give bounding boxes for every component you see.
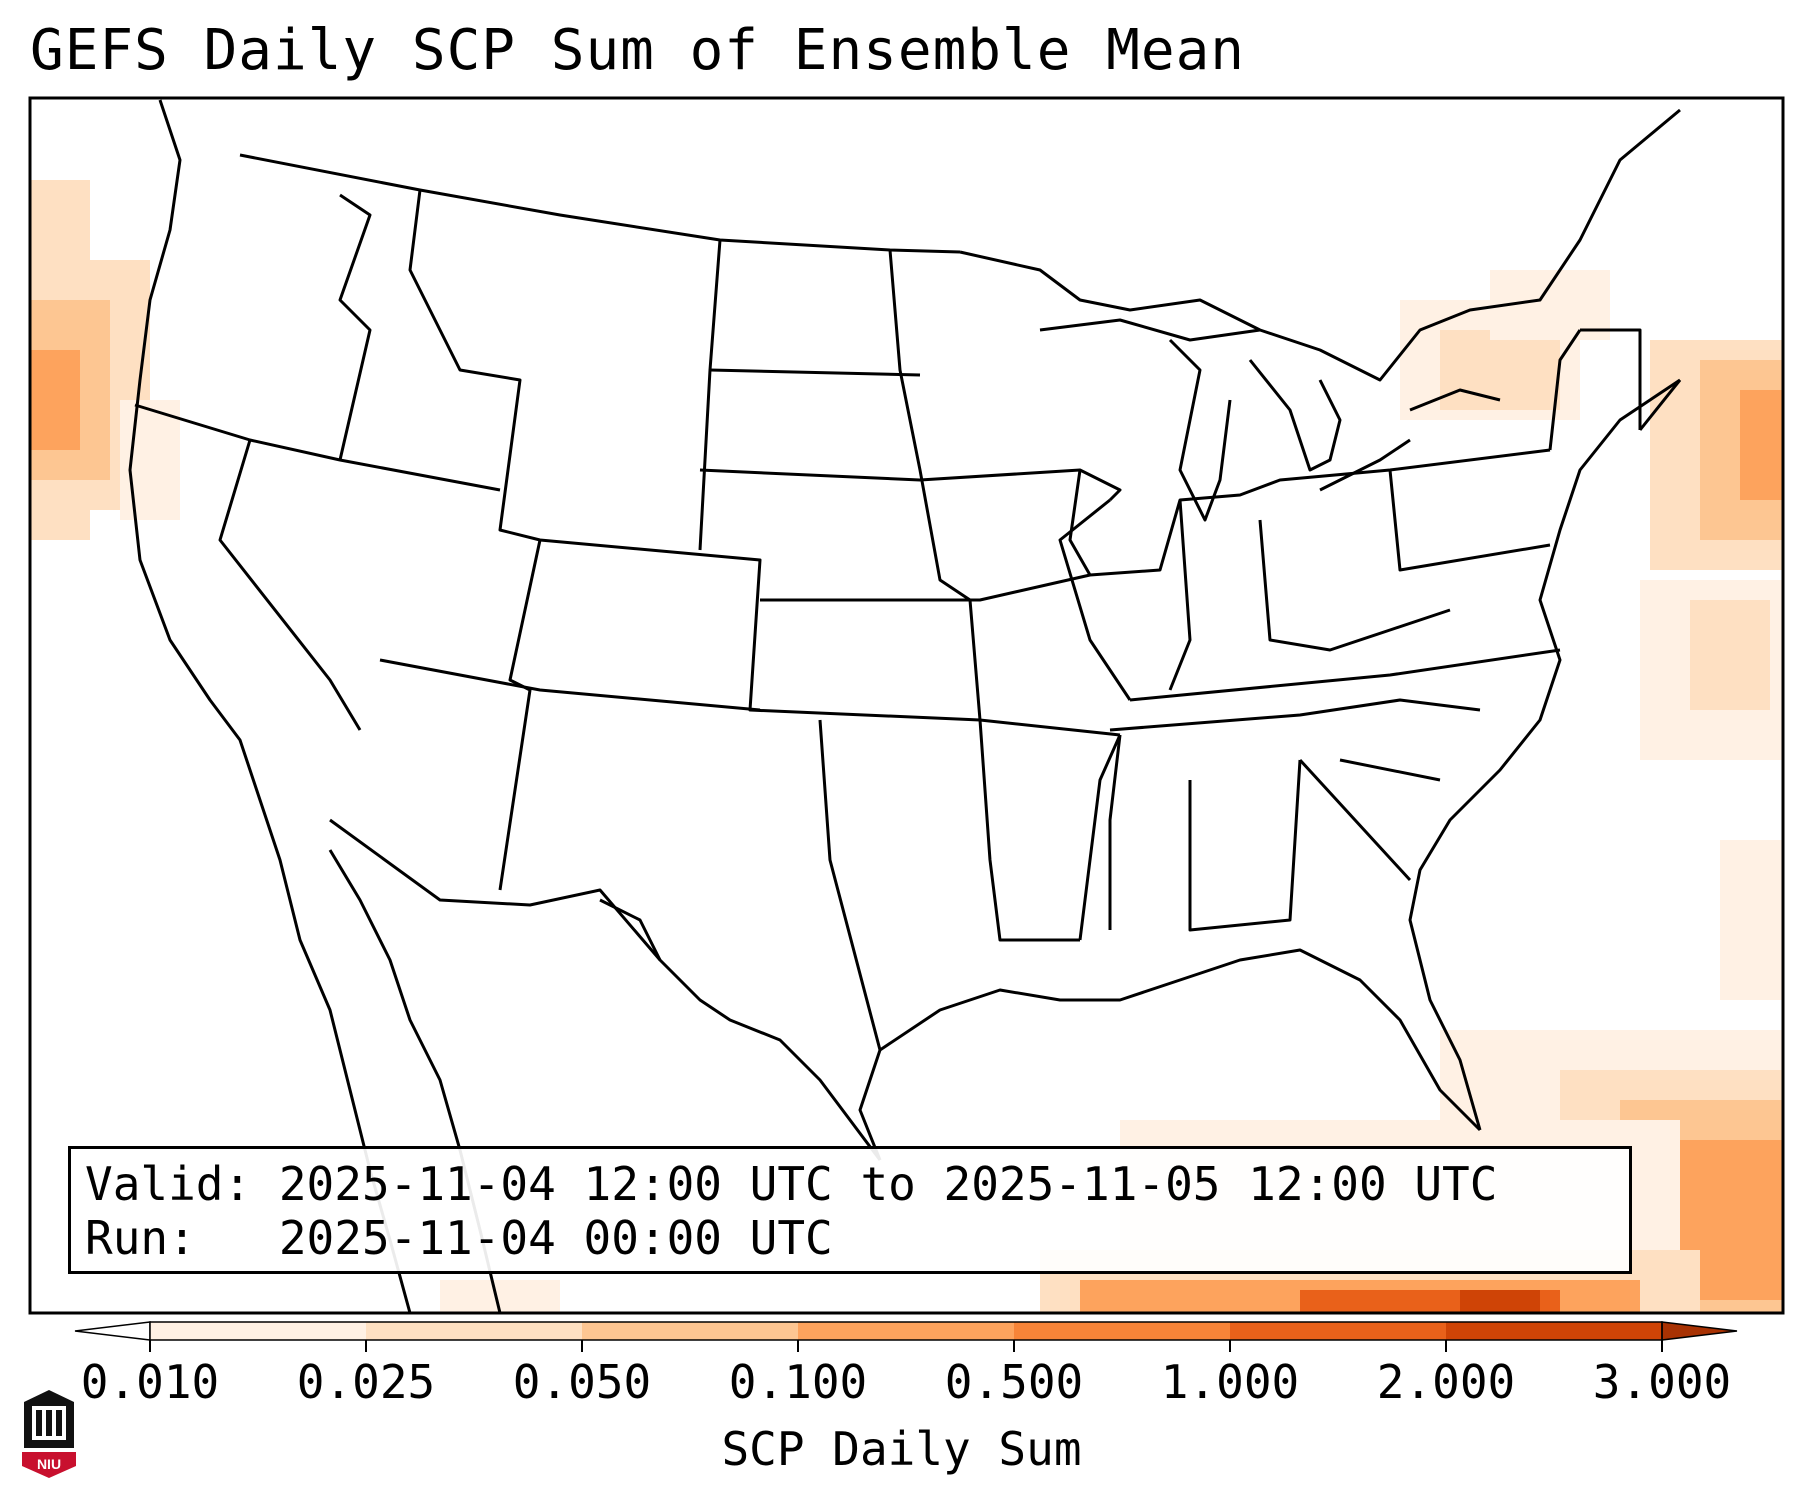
colorbar-tick-label: 0.050 — [512, 1355, 652, 1409]
valid-line: Valid: 2025-11-04 12:00 UTC to 2025-11-0… — [85, 1157, 1498, 1211]
colorbar-outline — [149, 1321, 1663, 1341]
colorbar — [74, 1321, 1738, 1352]
colorbar-segment — [1014, 1322, 1231, 1340]
colorbar-segment — [1230, 1322, 1447, 1340]
colorbar-tick-label: 0.100 — [728, 1355, 868, 1409]
colorbar-segment — [1446, 1322, 1663, 1340]
colorbar-tick-label: 1.000 — [1160, 1355, 1300, 1409]
valid-time-box: Valid: 2025-11-04 12:00 UTC to 2025-11-0… — [68, 1146, 1632, 1274]
map-frame — [28, 96, 1785, 1315]
colorbar-over-arrow — [1661, 1321, 1738, 1341]
run-line: Run: 2025-11-04 00:00 UTC — [85, 1211, 833, 1265]
colorbar-tick-label: 0.025 — [296, 1355, 436, 1409]
colorbar-under-arrow — [74, 1321, 151, 1341]
colorbar-tick-label: 2.000 — [1376, 1355, 1516, 1409]
colorbar-label: SCP Daily Sum — [721, 1422, 1082, 1476]
colorbar-tick-label: 0.500 — [944, 1355, 1084, 1409]
niu-logo: NIU — [22, 1390, 76, 1478]
colorbar-segment — [798, 1322, 1015, 1340]
map-title: GEFS Daily SCP Sum of Ensemble Mean — [30, 18, 1246, 83]
colorbar-segment — [366, 1322, 583, 1340]
logo-text: NIU — [37, 1456, 61, 1472]
colorbar-tick-label: 3.000 — [1592, 1355, 1732, 1409]
colorbar-tick-label: 0.010 — [80, 1355, 220, 1409]
map-boundaries — [128, 99, 1682, 1313]
colorbar-segment — [150, 1322, 367, 1340]
colorbar-segment — [582, 1322, 799, 1340]
